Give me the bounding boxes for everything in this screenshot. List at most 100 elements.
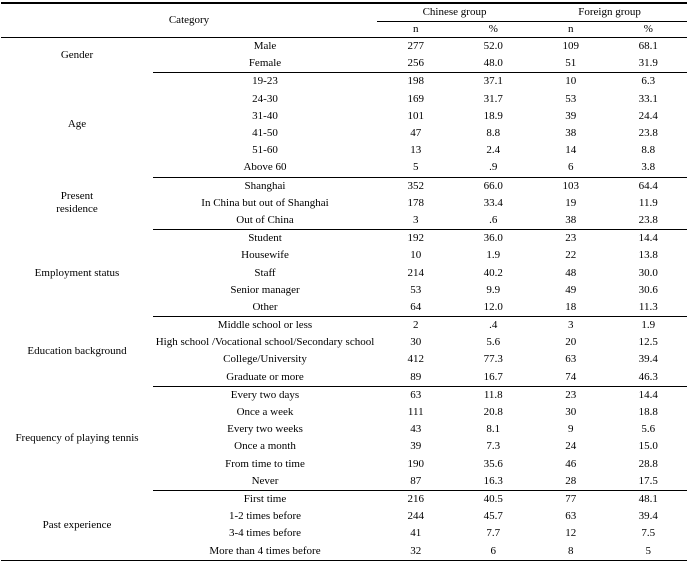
value-cell: 214: [407, 266, 425, 279]
value-cell: 8: [568, 544, 574, 557]
group-label: Gender: [60, 48, 94, 61]
value-cell: 216: [377, 489, 455, 509]
col-header-foreign-pct: %: [609, 21, 688, 38]
value-cell: 13.8: [638, 249, 658, 262]
value-cell: .9: [489, 161, 498, 174]
category-cell: Middle school or less: [153, 316, 378, 335]
value-cell: 192: [377, 229, 455, 248]
table-row: From time to time 190 35.6 46 28.8: [1, 456, 687, 473]
value-cell: 3: [532, 316, 610, 335]
value-cell: 39: [565, 109, 577, 122]
value-cell: 68.1: [638, 40, 658, 53]
value-cell: 74: [565, 370, 577, 383]
value-cell: .6: [489, 213, 498, 226]
value-cell: 19: [565, 196, 577, 209]
category-cell: College/University: [223, 353, 307, 366]
table-header: Category Chinese group Foreign group n %…: [1, 3, 688, 38]
table-row: 1-2 times before 244 45.7 63 39.4: [1, 508, 687, 525]
table-row: 24-30 169 31.7 53 33.1: [1, 91, 687, 108]
table-row: Past experience First time 216 40.5 77 48.1: [1, 489, 688, 531]
col-header-chinese-n: n: [377, 21, 455, 38]
value-cell: 39.4: [638, 353, 658, 366]
value-cell: 31.9: [638, 57, 658, 70]
category-cell: Female: [248, 57, 282, 70]
value-cell: 16.3: [483, 474, 503, 487]
category-cell: Student: [153, 229, 378, 248]
category-cell: 19-23: [153, 72, 378, 91]
category-cell: 31-40: [252, 109, 278, 122]
category-cell: Never: [251, 474, 279, 487]
value-cell: 7.5: [641, 527, 656, 540]
value-cell: 66.0: [454, 176, 533, 195]
value-cell: 2: [377, 316, 455, 335]
value-cell: 30: [410, 336, 422, 349]
value-cell: 64: [410, 300, 422, 313]
table-row: 31-40 101 18.9 39 24.4: [1, 108, 687, 125]
value-cell: 3: [413, 213, 419, 226]
value-cell: 5: [645, 544, 652, 557]
value-cell: 18: [565, 300, 577, 313]
group-label: Frequency of playing tennis: [15, 431, 139, 444]
category-cell: 51-60: [252, 144, 278, 157]
value-cell: 77: [532, 489, 610, 509]
value-cell: 33.4: [483, 196, 503, 209]
table-row: More than 4 times before 32 6 8 5: [1, 542, 687, 560]
value-cell: 45.7: [483, 510, 503, 523]
table-row: Senior manager 53 9.9 49 30.6: [1, 282, 687, 299]
value-cell: 10: [410, 249, 422, 262]
value-cell: 64.4: [609, 176, 688, 195]
value-cell: 109: [562, 40, 580, 53]
value-cell: 14: [565, 144, 577, 157]
value-cell: 24.4: [638, 109, 658, 122]
value-cell: 63: [377, 385, 455, 404]
category-cell: More than 4 times before: [209, 544, 321, 557]
value-cell: 38: [565, 127, 577, 140]
value-cell: 244: [407, 510, 425, 523]
value-cell: 101: [407, 109, 425, 122]
value-cell: 77.3: [483, 353, 503, 366]
value-cell: 20.8: [483, 406, 503, 419]
col-header-category: Category: [1, 3, 378, 38]
value-cell: 15.0: [638, 440, 658, 453]
value-cell: 352: [377, 176, 455, 195]
value-cell: 53: [410, 283, 422, 296]
category-cell: Once a month: [234, 440, 296, 453]
col-header-chinese-pct: %: [454, 21, 533, 38]
value-cell: 53: [565, 92, 577, 105]
value-cell: 20: [565, 336, 577, 349]
value-cell: 24: [565, 440, 577, 453]
value-cell: 2.4: [486, 144, 501, 157]
value-cell: 28: [565, 474, 577, 487]
value-cell: 412: [407, 353, 425, 366]
table-row: Once a week 111 20.8 30 18.8: [1, 404, 687, 421]
table-row: Graduate or more 89 16.7 74 46.3: [1, 369, 687, 387]
category-cell: 41-50: [252, 127, 278, 140]
value-cell: 18.9: [483, 109, 503, 122]
value-cell: 49: [565, 283, 577, 296]
value-cell: 5.6: [486, 336, 501, 349]
value-cell: 11.3: [638, 300, 658, 313]
value-cell: 7.7: [486, 527, 501, 540]
value-cell: 63: [565, 353, 577, 366]
value-cell: 12: [565, 527, 577, 540]
value-cell: 13: [410, 144, 422, 157]
col-header-foreign-n: n: [532, 21, 610, 38]
value-cell: 14.4: [609, 229, 688, 248]
category-cell: Out of China: [236, 213, 294, 226]
table-row: Age 19-23 198 37.1 10 6.3: [1, 72, 688, 130]
value-cell: 10: [532, 72, 610, 91]
value-cell: 9: [568, 423, 574, 436]
value-cell: 5: [413, 161, 419, 174]
table-row: Other 64 12.0 18 11.3: [1, 299, 687, 317]
value-cell: 11.9: [638, 196, 658, 209]
value-cell: 30.0: [638, 266, 658, 279]
value-cell: 28.8: [638, 457, 658, 470]
table-row: 51-60 13 2.4 14 8.8: [1, 142, 687, 159]
value-cell: 1.9: [486, 249, 501, 262]
category-cell: 1-2 times before: [228, 510, 302, 523]
col-header-foreign-group: Foreign group: [532, 3, 688, 22]
value-cell: 63: [565, 510, 577, 523]
table-row: 3-4 times before 41 7.7 12 7.5: [1, 525, 687, 542]
